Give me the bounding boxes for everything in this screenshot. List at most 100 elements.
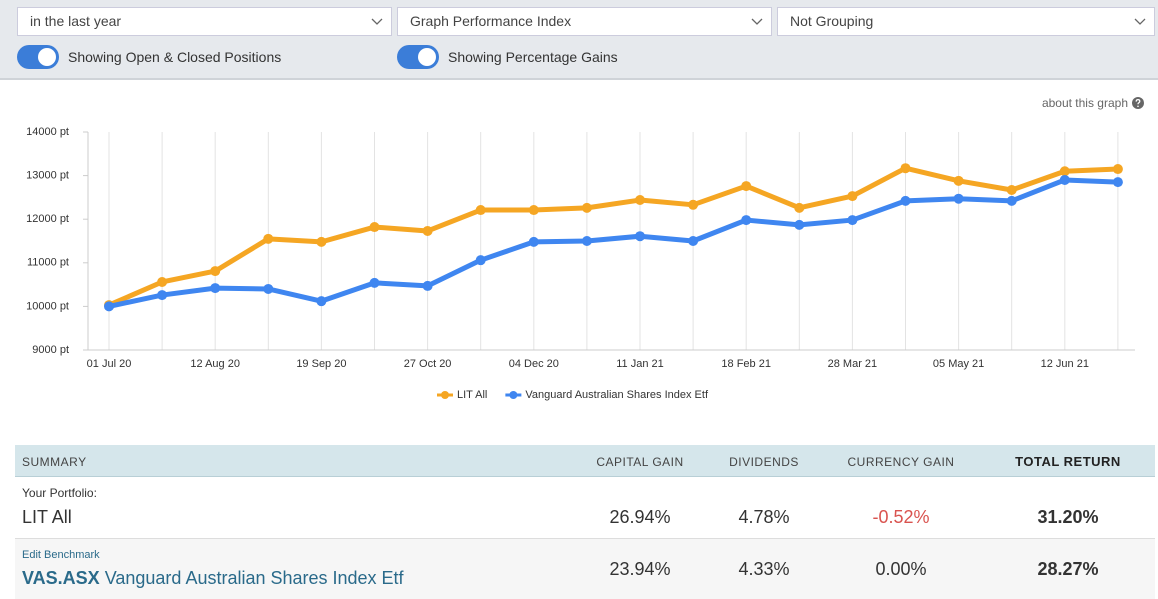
edit-benchmark-link[interactable]: Edit Benchmark — [22, 549, 100, 561]
y-tick-label: 14000 pt — [26, 126, 69, 138]
header-cell: CAPITAL GAIN — [596, 455, 684, 469]
grouping-select[interactable]: Not Grouping — [777, 7, 1155, 36]
data-point — [635, 231, 645, 242]
header-row: SUMMARY CAPITAL GAIN DIVIDENDS CURRENCY … — [15, 445, 1155, 477]
cell: 0.00% — [875, 559, 927, 579]
header-cell: TOTAL RETURN — [1015, 454, 1121, 469]
data-point — [210, 283, 221, 294]
gains-toggle[interactable]: Showing Percentage Gains — [397, 45, 618, 69]
x-tick-label: 04 Dec 20 — [509, 358, 559, 370]
legend-dot — [441, 391, 449, 399]
data-point — [369, 222, 380, 233]
data-point — [1112, 164, 1123, 175]
data-point — [104, 301, 114, 312]
row-caption: Your Portfolio: — [22, 486, 97, 500]
x-tick-label: 11 Jan 21 — [616, 358, 664, 370]
switch[interactable] — [397, 45, 439, 69]
positions-toggle[interactable]: Showing Open & Closed Positions — [17, 45, 281, 69]
data-point — [422, 280, 433, 291]
cell: 31.20% — [1037, 507, 1099, 527]
cell: 23.94% — [609, 559, 671, 579]
data-point — [475, 205, 486, 216]
benchmark-name[interactable]: Vanguard Australian Shares Index Etf — [104, 568, 404, 588]
x-tick-label: 28 Mar 21 — [828, 358, 878, 370]
data-point — [688, 236, 699, 246]
header-cell: SUMMARY — [22, 455, 87, 469]
data-point — [210, 266, 221, 277]
data-point — [263, 233, 274, 244]
data-point — [422, 225, 433, 236]
x-tick-label: 12 Aug 20 — [190, 358, 240, 370]
cell: 4.33% — [738, 559, 790, 579]
chart: 9000 pt 10000 pt 11000 pt 12000 pt 13000 pt 1… — [26, 126, 1135, 401]
period-select[interactable]: in the last year — [17, 7, 392, 36]
y-tick-label: 12000 pt — [26, 213, 69, 225]
x-tick-label: 05 May 21 — [933, 358, 984, 370]
data-point — [741, 215, 752, 226]
chevron — [1134, 18, 1146, 25]
data-point — [157, 276, 168, 287]
cell: 28.27% — [1037, 559, 1099, 579]
toggle-label: Showing Percentage Gains — [448, 49, 618, 65]
data-point — [581, 236, 592, 246]
data-point — [475, 255, 486, 266]
data-point — [847, 215, 858, 226]
data-point — [157, 290, 168, 301]
legend-label: Vanguard Australian Shares Index Etf — [525, 389, 709, 401]
benchmark-code[interactable]: VAS.ASX — [22, 568, 100, 588]
header-cell: DIVIDENDS — [729, 455, 799, 469]
data-point — [528, 205, 539, 216]
data-point — [794, 219, 805, 230]
toggle-label: Showing Open & Closed Positions — [68, 49, 282, 65]
switch[interactable] — [17, 45, 59, 69]
select-text: Not Grouping — [790, 13, 874, 29]
data-point — [900, 163, 911, 174]
data-point — [1006, 195, 1017, 206]
data-point — [1059, 174, 1070, 185]
data-point — [900, 195, 911, 206]
cell: 26.94% — [609, 507, 671, 527]
toolbar: in the last year Graph Performance Index… — [0, 0, 1158, 80]
data-point — [741, 181, 752, 192]
y-tick-label: 10000 pt — [26, 300, 69, 312]
x-tick-label: 27 Oct 20 — [404, 358, 452, 370]
data-point — [528, 236, 539, 247]
data-point — [263, 283, 274, 294]
select-text: in the last year — [30, 13, 122, 29]
benchmark-row: Edit Benchmark VAS.ASX Vanguard Australi… — [15, 539, 1155, 599]
data-point — [1112, 177, 1123, 188]
series-line — [108, 165, 1119, 308]
select-text: Graph Performance Index — [410, 13, 572, 29]
data-point — [953, 175, 964, 186]
x-tick-label: 01 Jul 20 — [87, 358, 132, 370]
data-point — [635, 195, 645, 206]
y-tick-label: 11000 pt — [27, 257, 69, 269]
x-tick-label: 12 Jun 21 — [1041, 358, 1089, 370]
chevron — [371, 18, 383, 25]
about-link[interactable]: about this graph — [1042, 96, 1144, 110]
data-point — [316, 296, 327, 307]
portfolio-row: Your Portfolio: LIT All 26.94% 4.78% -0.… — [15, 477, 1155, 539]
data-point — [1059, 166, 1070, 177]
cell: -0.52% — [872, 507, 930, 527]
data-point — [688, 199, 699, 210]
series-line — [108, 177, 1119, 309]
data-point — [316, 236, 327, 247]
chevron — [751, 18, 763, 25]
data-point — [847, 191, 858, 202]
graph-select[interactable]: Graph Performance Index — [397, 7, 772, 36]
about-text: about this graph — [1041, 96, 1128, 110]
cell: 4.78% — [738, 507, 790, 527]
help-icon — [1132, 97, 1144, 109]
row-name: LIT All — [22, 507, 72, 527]
data-point — [794, 202, 805, 213]
y-tick-label: 13000 pt — [26, 170, 69, 182]
x-tick-label: 18 Feb 21 — [721, 358, 771, 370]
y-tick-label: 9000 pt — [32, 344, 69, 356]
legend-label: LIT All — [457, 389, 487, 401]
legend-dot — [509, 391, 518, 399]
data-point — [369, 277, 380, 288]
data-point — [953, 193, 964, 204]
data-point — [1006, 184, 1017, 195]
